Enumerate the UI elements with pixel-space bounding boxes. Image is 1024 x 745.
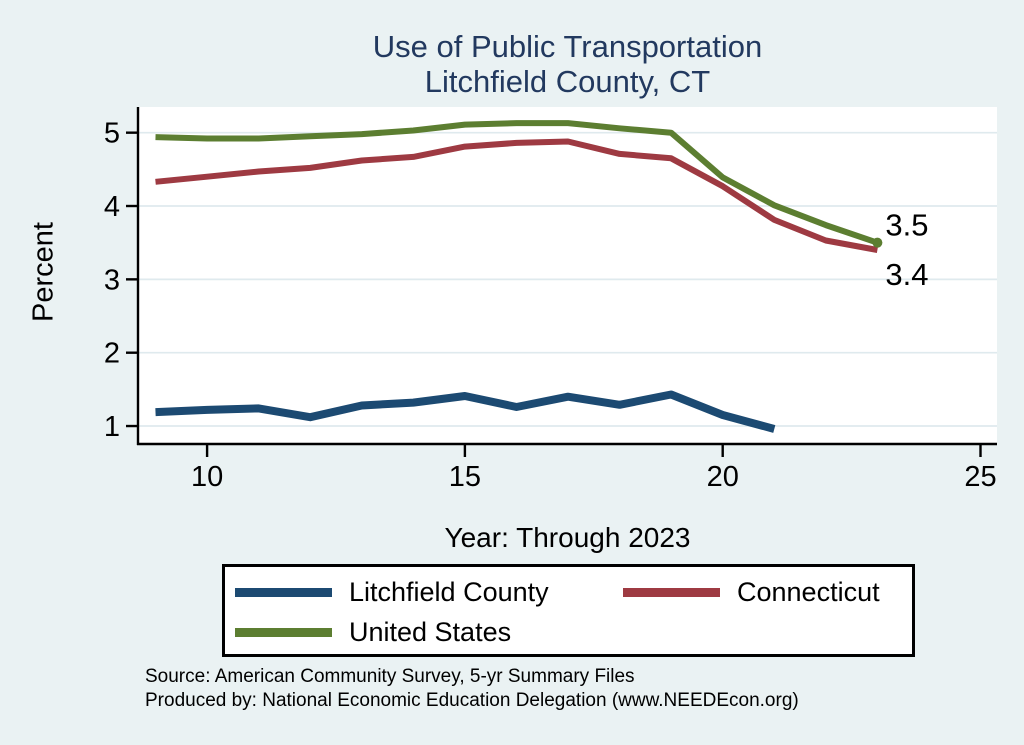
source-line2: Produced by: National Economic Education…	[145, 689, 799, 711]
chart-title-line1: Use of Public Transportation	[372, 29, 763, 64]
end-label-united-states: 3.5	[885, 208, 928, 243]
end-label-connecticut: 3.4	[885, 257, 928, 292]
y-tick-label-2: 2	[104, 338, 120, 370]
y-tick-label-1: 1	[104, 411, 120, 443]
line-united-states	[155, 120, 879, 246]
chart-canvas: 1 2 3 4 5 10 15 20 25 3.5 3.4	[104, 107, 997, 493]
x-tick-label-15: 15	[449, 461, 481, 493]
plot-area	[138, 107, 997, 444]
source-note: Source: American Community Survey, 5-yr …	[145, 665, 799, 712]
legend-label-united-states: United States	[349, 617, 512, 647]
y-axis-title: Percent	[27, 222, 60, 322]
source-line1: Source: American Community Survey, 5-yr …	[145, 666, 635, 687]
y-tick-label-3: 3	[104, 264, 120, 296]
y-tick-label-4: 4	[104, 191, 120, 223]
legend-item-connecticut: Connecticut	[623, 577, 880, 607]
legend-label-connecticut: Connecticut	[737, 577, 880, 607]
chart-title-line2: Litchfield County, CT	[424, 64, 711, 99]
x-tick-label-20: 20	[707, 461, 739, 493]
x-tick-label-10: 10	[191, 461, 223, 493]
legend-label-litchfield-county: Litchfield County	[349, 577, 549, 607]
legend-swatch-litchfield-county	[235, 587, 332, 597]
chart-title: Use of Public Transportation Litchfield …	[138, 29, 997, 99]
y-tick-label-5: 5	[104, 118, 120, 150]
x-axis-title: Year: Through 2023	[444, 522, 691, 553]
legend-swatch-united-states	[235, 627, 332, 637]
legend-item-litchfield-county: Litchfield County	[235, 577, 549, 607]
legend-box: Litchfield County Connecticut United Sta…	[222, 564, 915, 657]
legend-swatch-connecticut	[623, 587, 720, 597]
end-dot-united-states	[872, 237, 883, 248]
x-tick-label-25: 25	[964, 461, 996, 493]
line-connecticut	[155, 138, 878, 253]
line-litchfield-county	[155, 390, 776, 433]
legend-item-united-states: United States	[235, 617, 511, 647]
